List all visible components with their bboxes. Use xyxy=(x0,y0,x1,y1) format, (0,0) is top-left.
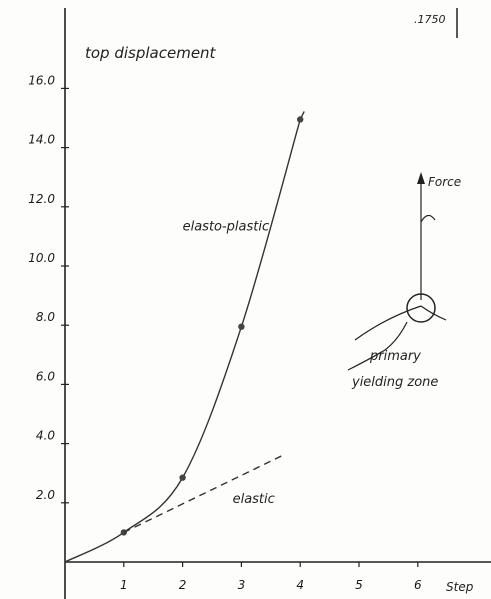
series-layer xyxy=(64,111,305,563)
yielding-zone-arc xyxy=(347,321,408,371)
page-code: .1750 xyxy=(414,13,446,26)
x-ticks: 1 2 3 4 5 6 xyxy=(120,562,422,592)
y-tick-label: 14.0 xyxy=(28,133,55,147)
member-left-curve xyxy=(354,305,422,341)
x-tick-label: 2 xyxy=(179,578,187,592)
member-right-curve xyxy=(420,305,447,321)
y-tick-label: 4.0 xyxy=(36,429,55,443)
force-hook-icon xyxy=(420,214,436,223)
axes xyxy=(64,8,491,599)
series-elasto-plastic-line xyxy=(64,111,305,563)
y-axis-title: top displacement xyxy=(85,44,217,62)
y-ticks: 2.0 4.0 6.0 8.0 10.0 12.0 14.0 16.0 xyxy=(28,73,69,504)
x-tick-label: 6 xyxy=(414,578,422,592)
y-tick-label: 10.0 xyxy=(28,251,55,265)
x-tick-label: 5 xyxy=(355,578,363,592)
yielding-zone-circle xyxy=(406,293,436,323)
x-tick-label: 1 xyxy=(120,578,128,592)
force-label: Force xyxy=(428,175,461,189)
annotation-elastic: elastic xyxy=(233,492,275,507)
zone-label-line1: primary xyxy=(369,349,421,364)
annotation-elasto-plastic: elasto-plastic xyxy=(183,219,270,234)
y-tick-label: 2.0 xyxy=(36,488,55,502)
x-tick-label: 3 xyxy=(238,578,246,592)
data-point xyxy=(179,474,186,481)
data-point xyxy=(297,116,304,123)
series-elastic-line xyxy=(123,454,283,534)
y-tick-label: 6.0 xyxy=(36,369,55,383)
inset-sketch: Force primary yielding zone xyxy=(347,172,461,390)
x-axis-title: Step xyxy=(446,580,474,594)
y-tick-label: 16.0 xyxy=(28,73,55,87)
data-point xyxy=(238,323,245,330)
zone-label-line2: yielding zone xyxy=(351,375,438,390)
force-arrow-head-icon xyxy=(417,172,425,184)
y-tick-label: 8.0 xyxy=(36,310,55,324)
y-tick-label: 12.0 xyxy=(28,192,55,206)
x-tick-label: 4 xyxy=(296,578,304,592)
